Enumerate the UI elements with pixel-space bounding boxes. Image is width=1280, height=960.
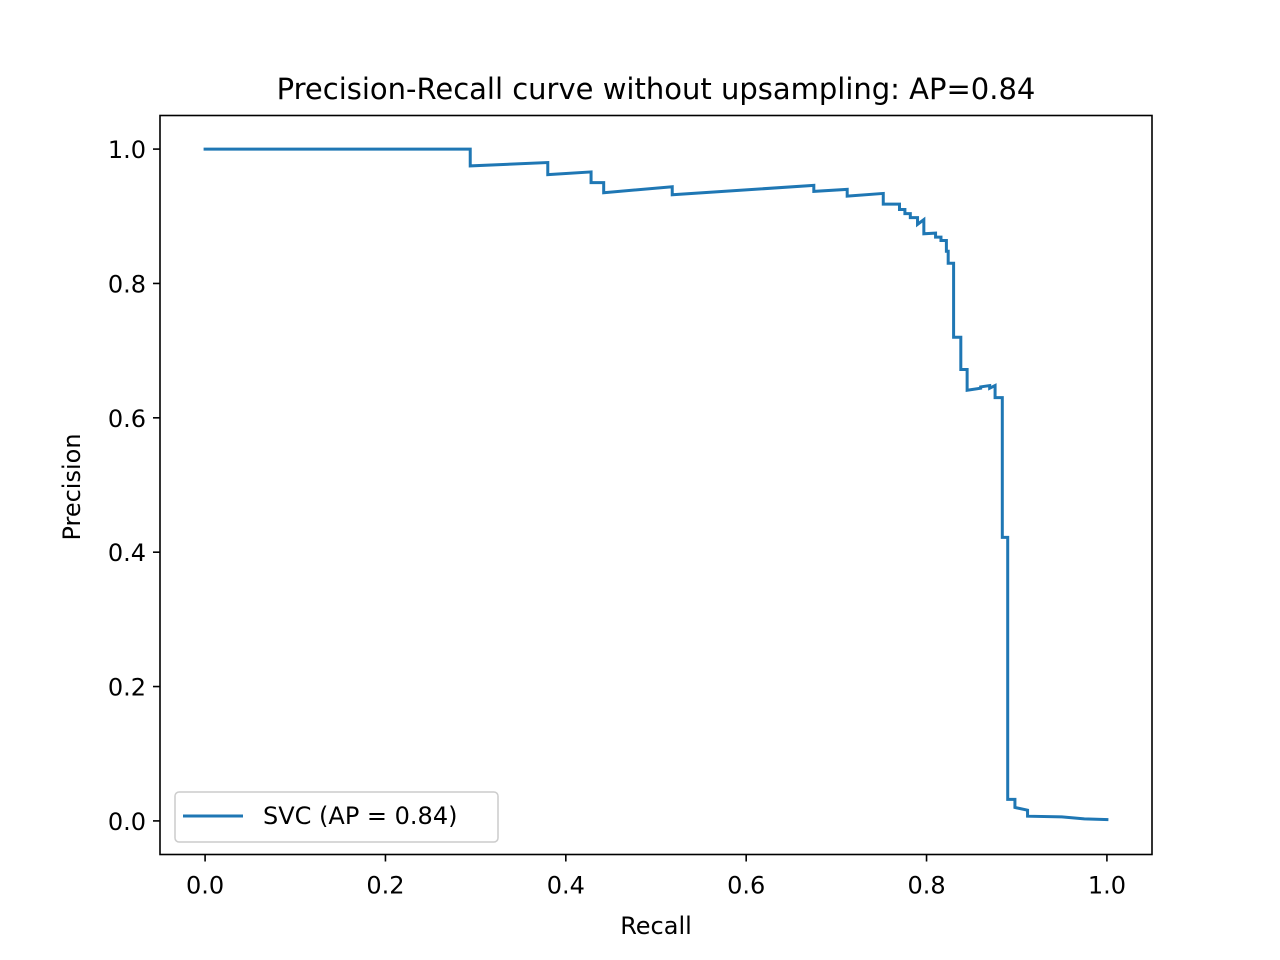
x-tick-label: 1.0 (1088, 872, 1126, 900)
x-axis-label: Recall (620, 912, 692, 940)
series-line-0 (203, 147, 1109, 822)
legend-box (174, 791, 499, 843)
y-tick-label: 0.0 (108, 808, 146, 836)
legend: SVC (AP = 0.84) (174, 791, 499, 843)
plot-area: 0.0 0.2 0.4 0.6 0.8 1.0 0.0 0.2 0.4 0.6 0.8 1.0 (108, 114, 1153, 900)
legend-entry-svc: SVC (AP = 0.84) (263, 802, 457, 830)
x-tick-label: 0.8 (907, 872, 945, 900)
y-tick-label: 0.2 (108, 674, 146, 702)
axes-frame (159, 114, 1153, 856)
y-tick-label: 0.4 (108, 539, 146, 567)
x-tick-label: 0.4 (547, 872, 585, 900)
y-tick-label: 0.8 (108, 270, 146, 298)
data-layer (203, 147, 1109, 822)
y-tick-label: 1.0 (108, 136, 146, 164)
chart-title: Precision-Recall curve without upsamplin… (277, 72, 1036, 106)
x-tick-label: 0.2 (366, 872, 404, 900)
x-axis-ticks: 0.0 0.2 0.4 0.6 0.8 1.0 (186, 854, 1126, 900)
y-axis-label: Precision (58, 433, 86, 540)
y-axis-ticks: 0.0 0.2 0.4 0.6 0.8 1.0 (108, 136, 160, 836)
x-tick-label: 0.6 (727, 872, 765, 900)
y-tick-label: 0.6 (108, 405, 146, 433)
x-tick-label: 0.0 (186, 872, 224, 900)
